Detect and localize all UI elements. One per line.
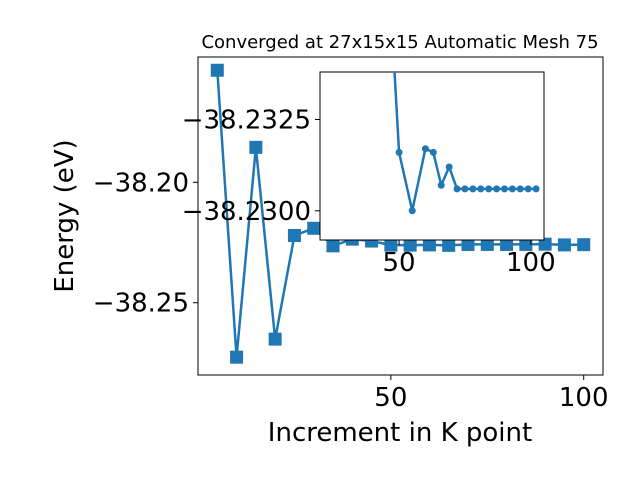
x-tick-label: 50: [374, 383, 407, 413]
inset-x-axis-ticks: 50 100: [383, 240, 556, 278]
inset-data-point: [500, 185, 508, 193]
inset-data-point: [508, 185, 516, 193]
inset-data-point: [429, 148, 437, 156]
inset-y-axis-ticks: −38.2325 −38.2300: [182, 105, 320, 227]
main-y-axis-ticks: −38.25 −38.20: [93, 168, 198, 319]
inset-data-point: [461, 185, 469, 193]
main-data-point: [210, 63, 224, 77]
main-x-axis-ticks: 50 100: [374, 375, 609, 413]
main-data-point: [249, 140, 263, 154]
inset-data-point: [408, 207, 416, 215]
main-data-point: [461, 237, 475, 251]
inset-plot-frame: [319, 71, 545, 241]
main-data-point: [287, 229, 301, 243]
inset-data-point: [453, 185, 461, 193]
x-tick-label: 100: [559, 383, 609, 413]
main-data-point: [268, 332, 282, 346]
main-data-point: [326, 239, 340, 253]
main-data-point: [403, 238, 417, 252]
inset-x-tick-label: 50: [383, 248, 416, 278]
main-data-point: [538, 237, 552, 251]
inset-data-point: [532, 185, 540, 193]
inset-data-point: [524, 185, 532, 193]
inset-series-group: [393, 72, 540, 215]
chart-title: Converged at 27x15x15 Automatic Mesh 75: [201, 32, 598, 53]
inset-data-point: [469, 185, 477, 193]
inset-data-point: [437, 181, 445, 189]
main-data-point: [384, 238, 398, 252]
inset-series-clip: [393, 72, 540, 215]
inset-x-tick-label: 100: [506, 248, 556, 278]
inset-plot: 50 100 −38.2325 −38.2300: [182, 71, 556, 278]
y-tick-label: −38.25: [93, 289, 189, 319]
main-data-point: [557, 238, 571, 252]
main-data-point: [442, 238, 456, 252]
y-tick-label: −38.20: [93, 168, 189, 198]
inset-data-point: [477, 185, 485, 193]
inset-data-point: [421, 145, 429, 153]
y-axis-label: Energy (eV): [50, 139, 80, 292]
main-data-point: [519, 237, 533, 251]
main-data-point: [230, 350, 244, 364]
main-series-group: [210, 63, 591, 364]
inset-y-tick-label: −38.2325: [182, 105, 311, 135]
main-data-point: [500, 237, 514, 251]
main-plot-frame: [197, 56, 604, 376]
inset-data-point: [516, 185, 524, 193]
inset-y-tick-label: −38.2300: [182, 197, 311, 227]
x-axis-label: Increment in K point: [268, 418, 532, 448]
inset-data-point: [493, 185, 501, 193]
main-data-point: [480, 237, 494, 251]
inset-data-point: [395, 148, 403, 156]
main-data-point: [307, 221, 321, 235]
main-data-point: [577, 238, 591, 252]
inset-data-point: [445, 163, 453, 171]
inset-data-point: [485, 185, 493, 193]
main-data-point: [422, 238, 436, 252]
